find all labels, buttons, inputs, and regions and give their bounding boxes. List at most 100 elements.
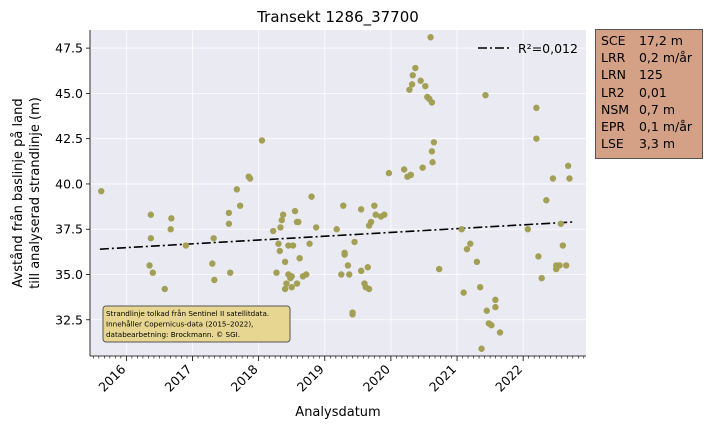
data-point (346, 271, 353, 278)
data-point (312, 224, 320, 231)
data-point (236, 202, 244, 209)
plot-area (90, 30, 586, 356)
data-point (482, 92, 489, 99)
data-point (496, 329, 504, 336)
data-point (458, 226, 465, 233)
data-point (288, 273, 295, 280)
data-point (476, 283, 484, 291)
data-point (559, 242, 567, 249)
y-tick-label: 40.0 (55, 176, 83, 191)
data-point (285, 242, 292, 249)
data-point (543, 197, 550, 204)
data-point (149, 269, 157, 276)
legend-label: R²=0,012 (518, 41, 578, 56)
data-point (344, 262, 352, 269)
chart-title: Transekt 1286_37700 (256, 8, 419, 27)
y-axis-label-line: Avstånd från baslinje på land (11, 98, 26, 287)
data-point (340, 202, 347, 209)
data-point (98, 187, 105, 195)
data-point (566, 175, 573, 182)
y-tick-label: 32.5 (55, 312, 83, 327)
data-point (409, 72, 416, 79)
stat-key: LR2 (601, 84, 625, 100)
trend-line-layer (99, 221, 573, 250)
y-tick-label: 37.5 (55, 222, 83, 237)
stat-key: EPR (601, 119, 626, 135)
stat-value: 0,2 m/år (635, 50, 693, 66)
data-point (233, 186, 241, 193)
data-point (478, 345, 485, 352)
data-point (435, 265, 443, 273)
trend-line (99, 221, 573, 250)
y-axis-label-line: till analyserad strandlinje (m) (28, 97, 43, 289)
stat-row: LR2 0,01 (601, 84, 697, 101)
data-point (147, 211, 155, 218)
data-point (463, 245, 471, 253)
attribution-line: Innehåller Copernicus-data (2015–2022), (106, 320, 253, 329)
data-point (278, 216, 285, 224)
data-point (473, 258, 481, 266)
stat-row: EPR 0,1 m/år (601, 118, 697, 135)
data-point (408, 81, 416, 88)
data-point (168, 215, 175, 222)
data-point (269, 227, 277, 235)
attribution-line: databearbetning: Brockmann. © SGI. (106, 330, 240, 339)
data-point (412, 64, 419, 72)
data-point (288, 283, 295, 291)
attribution-box: Strandlinje tolkad från Sentinel II sate… (102, 305, 291, 343)
x-tick-label: 2022 (492, 362, 525, 395)
y-tick-label: 45.0 (55, 86, 83, 101)
stat-value: 125 (635, 67, 663, 83)
stat-key: LRN (601, 67, 626, 83)
data-point (406, 86, 413, 93)
data-point (460, 289, 467, 296)
data-point (407, 171, 414, 179)
data-point (275, 240, 282, 247)
data-points (98, 34, 573, 352)
stat-value: 0,7 m (635, 101, 676, 117)
data-point (372, 211, 379, 218)
data-point (338, 271, 345, 278)
x-tick-label: 2017 (162, 362, 195, 395)
data-point (557, 220, 565, 227)
data-point (146, 262, 153, 269)
x-tick-label: 2019 (294, 361, 327, 394)
data-point (182, 242, 190, 249)
data-point (564, 162, 572, 170)
data-point (281, 258, 289, 266)
stat-value: 0,1 m/år (635, 119, 693, 135)
data-point (488, 322, 495, 329)
data-point (293, 280, 301, 287)
data-point (291, 207, 299, 215)
data-point (429, 159, 436, 166)
data-point (209, 260, 216, 267)
stat-row: NSM 0,7 m (601, 101, 697, 118)
data-point (227, 269, 234, 276)
data-point (161, 285, 168, 293)
data-point (538, 274, 545, 282)
data-point (365, 285, 373, 293)
stat-value: 0,01 (635, 84, 667, 100)
data-point (385, 169, 393, 177)
data-point (556, 262, 563, 269)
attribution-line: Strandlinje tolkad från Sentinel II sate… (106, 309, 269, 318)
x-tick-label: 2018 (228, 361, 261, 394)
data-point (417, 77, 424, 84)
data-point (533, 135, 540, 142)
stat-value: 3,3 m (635, 136, 676, 152)
stat-value: 17,2 m (635, 33, 683, 48)
data-point (492, 303, 499, 311)
stat-key: NSM (601, 101, 630, 117)
data-point (279, 211, 287, 218)
data-point (430, 139, 438, 146)
data-point (419, 164, 426, 171)
data-point (492, 296, 499, 304)
data-point (296, 255, 303, 262)
data-point (400, 166, 408, 173)
stat-key: LRR (601, 50, 626, 66)
x-tick-label: 2016 (95, 361, 128, 394)
data-point (281, 285, 289, 293)
data-point (258, 137, 266, 144)
data-point (381, 211, 388, 218)
x-tick-label: 2021 (426, 362, 459, 395)
